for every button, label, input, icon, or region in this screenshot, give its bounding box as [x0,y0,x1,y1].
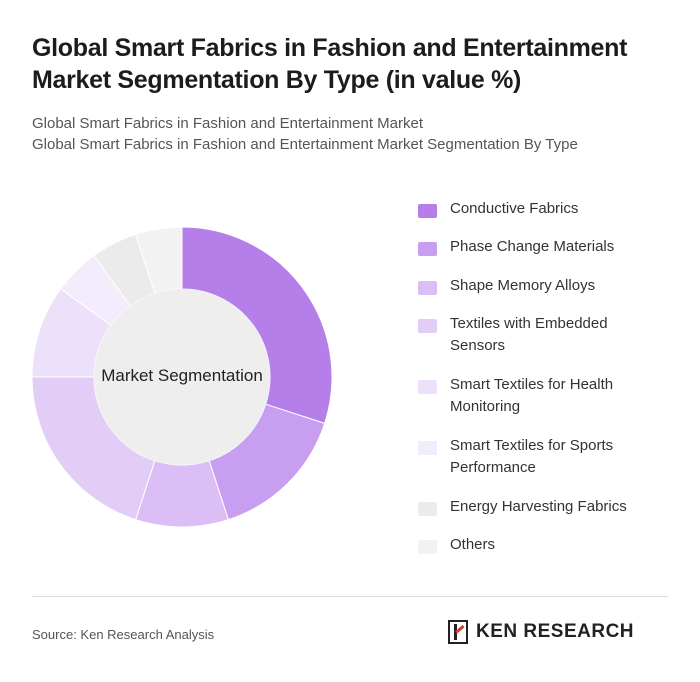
donut-center-label: Market Segmentation [101,366,263,385]
legend-label: Energy Harvesting Fabrics [450,498,627,515]
donut-center [94,289,270,465]
legend-label: Textiles with Embedded Sensors [450,315,608,354]
legend-label: Smart Textiles for Health Monitoring [450,376,614,415]
legend-swatch [418,441,437,455]
logo-text: KEN RESEARCH [476,621,635,642]
legend-label: Phase Change Materials [450,238,615,255]
legend-label: Shape Memory Alloys [450,277,596,294]
legend-swatch [418,319,437,333]
legend-item: Others [418,534,660,556]
legend-swatch [418,281,437,295]
chart-title: Global Smart Fabrics in Fashion and Ente… [32,34,628,94]
footer-divider [32,596,668,597]
legend-swatch [418,540,437,554]
legend-label: Others [450,536,496,553]
legend-swatch [418,502,437,516]
legend-swatch [418,204,437,218]
chart-subtitle-segmentation: Global Smart Fabrics in Fashion and Ente… [32,136,578,153]
source-note: Source: Ken Research Analysis [32,627,215,642]
legend-item: Conductive Fabrics [418,198,660,220]
donut-chart [31,226,333,528]
legend-label: Smart Textiles for Sports Performance [450,437,614,476]
legend-item: Shape Memory Alloys [418,275,660,297]
legend-swatch [418,380,437,394]
ken-research-logo-mark-icon [448,620,468,644]
ken-research-logo: KEN RESEARCH [448,620,634,644]
legend-item: Energy Harvesting Fabrics [418,496,660,518]
legend-item: Smart Textiles for Health Monitoring [418,374,660,418]
legend-swatch [418,242,437,256]
legend-item: Phase Change Materials [418,236,660,258]
legend-label: Conductive Fabrics [450,200,579,217]
chart-subtitle-market: Global Smart Fabrics in Fashion and Ente… [32,115,424,132]
legend-item: Textiles with Embedded Sensors [418,313,660,357]
legend-item: Smart Textiles for Sports Performance [418,435,660,479]
